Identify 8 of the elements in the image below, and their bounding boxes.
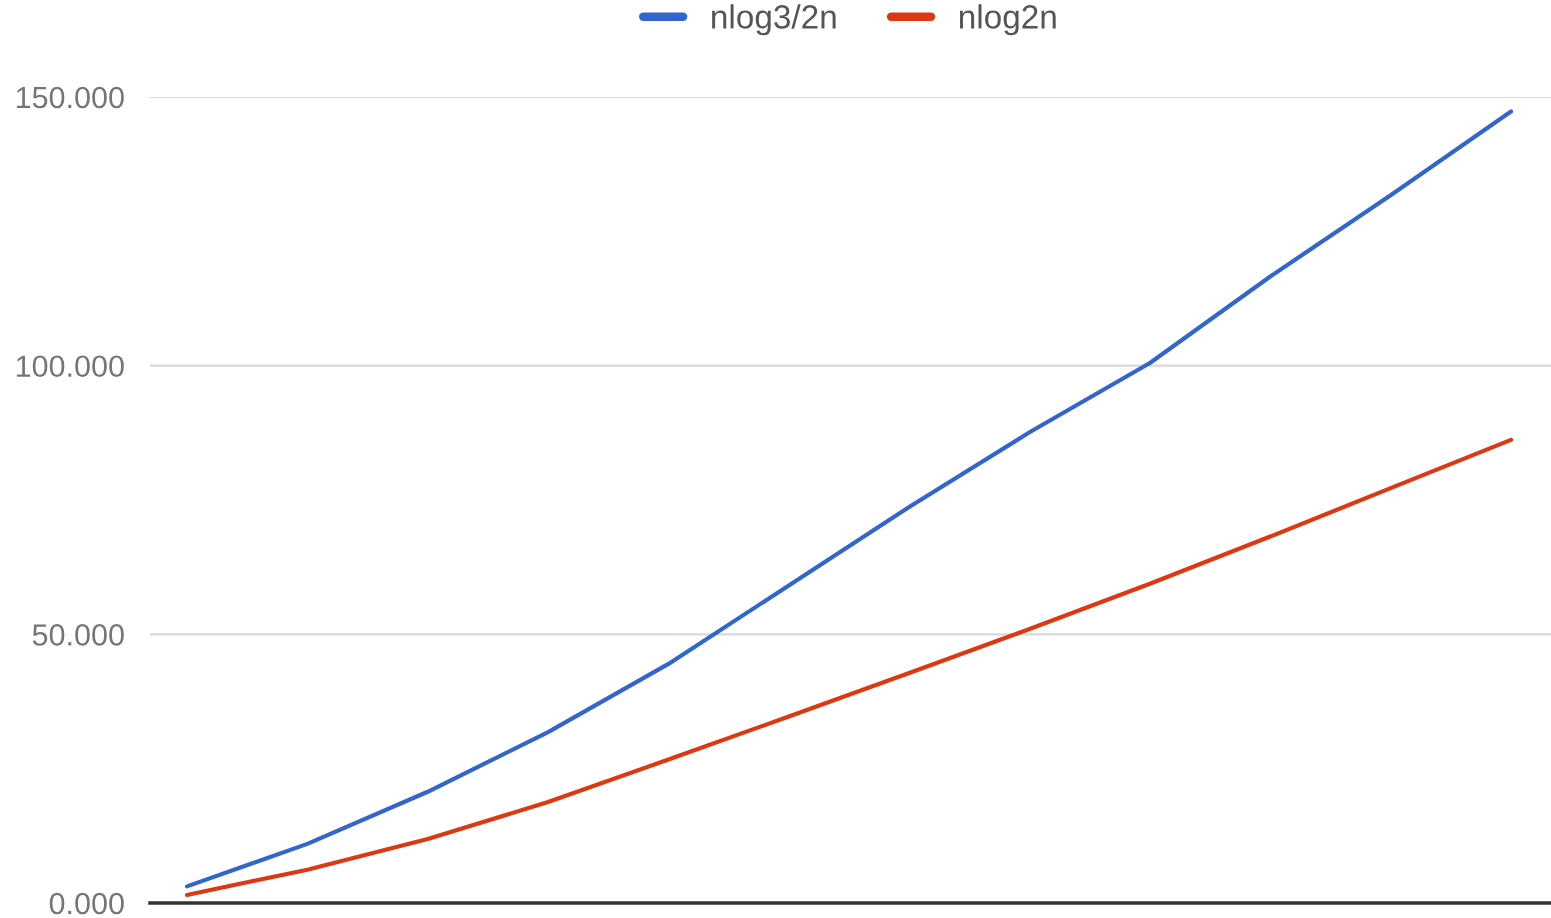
y-tick-label: 150.000 <box>16 86 124 109</box>
y-tick-label: 50.000 <box>32 624 124 646</box>
line-series <box>184 437 1514 898</box>
y-tick-label: 100.000 <box>16 355 124 378</box>
line-series <box>184 109 1514 889</box>
y-tick-label: 0.000 <box>49 892 124 915</box>
legend-label: nlog3/2n <box>712 4 836 36</box>
legend-label: nlog2n <box>959 4 1056 36</box>
